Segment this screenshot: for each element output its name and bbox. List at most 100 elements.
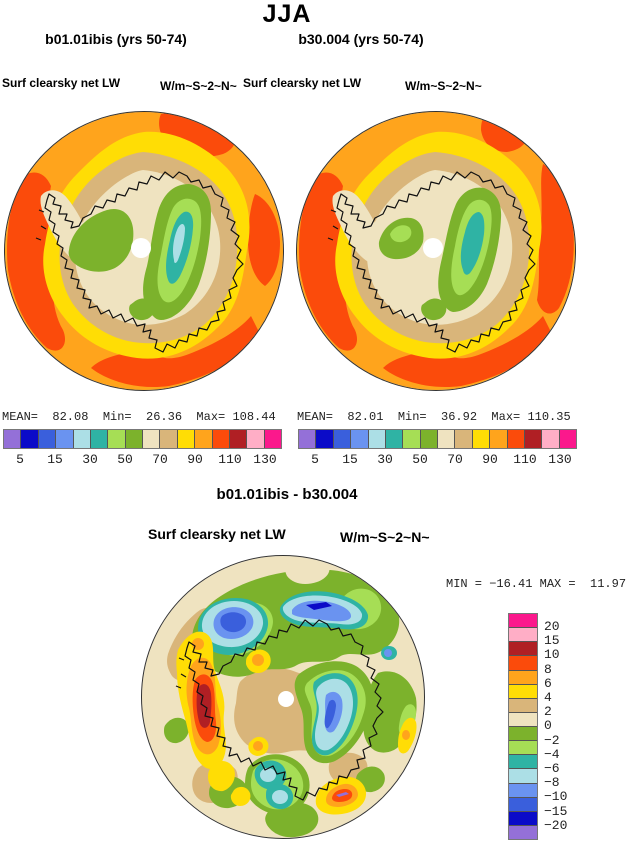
diff-minmax: MIN = −16.41 MAX = 11.97 [446, 577, 627, 591]
colorbar-cell [509, 727, 537, 742]
colorbar-cell [73, 430, 91, 448]
tick-label: −20 [544, 818, 568, 833]
colorbar-cell [177, 430, 196, 448]
tick-label: −10 [544, 789, 568, 804]
tick-label: 90 [482, 452, 498, 467]
colorbar-cell [143, 430, 161, 448]
colorbar-cell [403, 430, 421, 448]
tick-label: 20 [544, 619, 560, 634]
colorbar-cell [472, 430, 491, 448]
stats-right: MEAN= 82.01 Min= 36.92 Max= 110.35 [297, 410, 571, 424]
diff-field-label: Surf clearsky net LW [148, 526, 286, 542]
tick-label: −2 [544, 733, 560, 748]
tick-label: 10 [544, 647, 560, 662]
tick-label: −4 [544, 747, 560, 762]
colorbar-cell [247, 430, 265, 448]
colorbar-cell [509, 755, 537, 770]
tick-label: 110 [218, 452, 242, 467]
colorbar-cell [316, 430, 334, 448]
colorbar-cell [264, 430, 281, 448]
tick-label: 90 [187, 452, 203, 467]
colorbar-cell [490, 430, 508, 448]
colorbar-cell [509, 797, 537, 812]
colorbar-cell [420, 430, 438, 448]
tick-label: 6 [544, 676, 552, 691]
colorbar-cell [212, 430, 230, 448]
tick-label: 50 [117, 452, 133, 467]
tick-label: 5 [16, 452, 24, 467]
colorbar-cell [333, 430, 352, 448]
panel-right-units-label: W/m~S~2~N~ [405, 79, 482, 93]
diff-units-label: W/m~S~2~N~ [340, 529, 430, 545]
tick-label: 30 [82, 452, 98, 467]
colorbar-cell [509, 656, 537, 671]
tick-label: 50 [412, 452, 428, 467]
colorbar-cell [509, 783, 537, 798]
panel-right-field-label: Surf clearsky net LW [243, 76, 362, 90]
tick-label: 15 [47, 452, 63, 467]
colorbar-cell [509, 628, 537, 643]
map-diff-polar-plot [141, 555, 425, 839]
tick-label: 110 [513, 452, 537, 467]
colorbar-cell [559, 430, 576, 448]
colorbar-left [3, 429, 282, 449]
colorbar-cell [509, 670, 537, 685]
colorbar-cell [509, 741, 537, 756]
colorbar-cell [38, 430, 57, 448]
colorbar-cell [509, 642, 537, 657]
map-b30-polar-plot [296, 111, 576, 391]
colorbar-right-ticks: 5 15 30 50 70 90 110 130 [298, 452, 577, 468]
colorbar-right [298, 429, 577, 449]
colorbar-cell [195, 430, 213, 448]
tick-label: 15 [342, 452, 358, 467]
diff-title: b01.01ibis - b30.004 [216, 486, 358, 503]
colorbar-cell [108, 430, 126, 448]
colorbar-cell [455, 430, 473, 448]
colorbar-cell [299, 430, 317, 448]
tick-label: 0 [544, 718, 552, 733]
colorbar-cell [160, 430, 178, 448]
tick-label: 2 [544, 704, 552, 719]
panel-left-title: b01.01ibis (yrs 50-74) [45, 31, 187, 47]
tick-label: 130 [548, 452, 572, 467]
diff-colorbar-ticks: 20 15 10 8 6 4 2 0 −2 −4 −6 −8 −10 −15 −… [544, 613, 594, 840]
colorbar-cell [509, 811, 537, 826]
tick-label: 15 [544, 633, 560, 648]
colorbar-cell [507, 430, 525, 448]
tick-label: 4 [544, 690, 552, 705]
colorbar-cell [4, 430, 22, 448]
tick-label: 130 [253, 452, 277, 467]
diff-colorbar [508, 613, 538, 840]
tick-label: 30 [377, 452, 393, 467]
colorbar-cell [509, 684, 537, 699]
map-b01-polar-plot [4, 111, 284, 391]
colorbar-cell [125, 430, 143, 448]
colorbar-cell [542, 430, 560, 448]
panel-right-title: b30.004 (yrs 50-74) [298, 31, 424, 47]
colorbar-cell [509, 825, 537, 839]
tick-label: −6 [544, 761, 560, 776]
tick-label: 70 [152, 452, 168, 467]
season-title: JJA [262, 0, 312, 28]
colorbar-cell [509, 769, 537, 784]
tick-label: 8 [544, 662, 552, 677]
colorbar-cell [509, 698, 537, 713]
stats-left: MEAN= 82.08 Min= 26.36 Max= 108.44 [2, 410, 276, 424]
tick-label: 70 [447, 452, 463, 467]
colorbar-left-ticks: 5 15 30 50 70 90 110 130 [3, 452, 282, 468]
colorbar-cell [368, 430, 386, 448]
colorbar-cell [351, 430, 369, 448]
colorbar-cell [229, 430, 248, 448]
colorbar-cell [90, 430, 109, 448]
colorbar-cell [385, 430, 404, 448]
panel-left-field-label: Surf clearsky net LW [2, 76, 121, 90]
colorbar-cell [509, 712, 537, 727]
colorbar-cell [21, 430, 39, 448]
colorbar-cell [524, 430, 543, 448]
colorbar-cell [509, 614, 537, 629]
colorbar-cell [438, 430, 456, 448]
panel-left-units-label: W/m~S~2~N~ [160, 79, 237, 93]
tick-label: 5 [311, 452, 319, 467]
colorbar-cell [56, 430, 74, 448]
